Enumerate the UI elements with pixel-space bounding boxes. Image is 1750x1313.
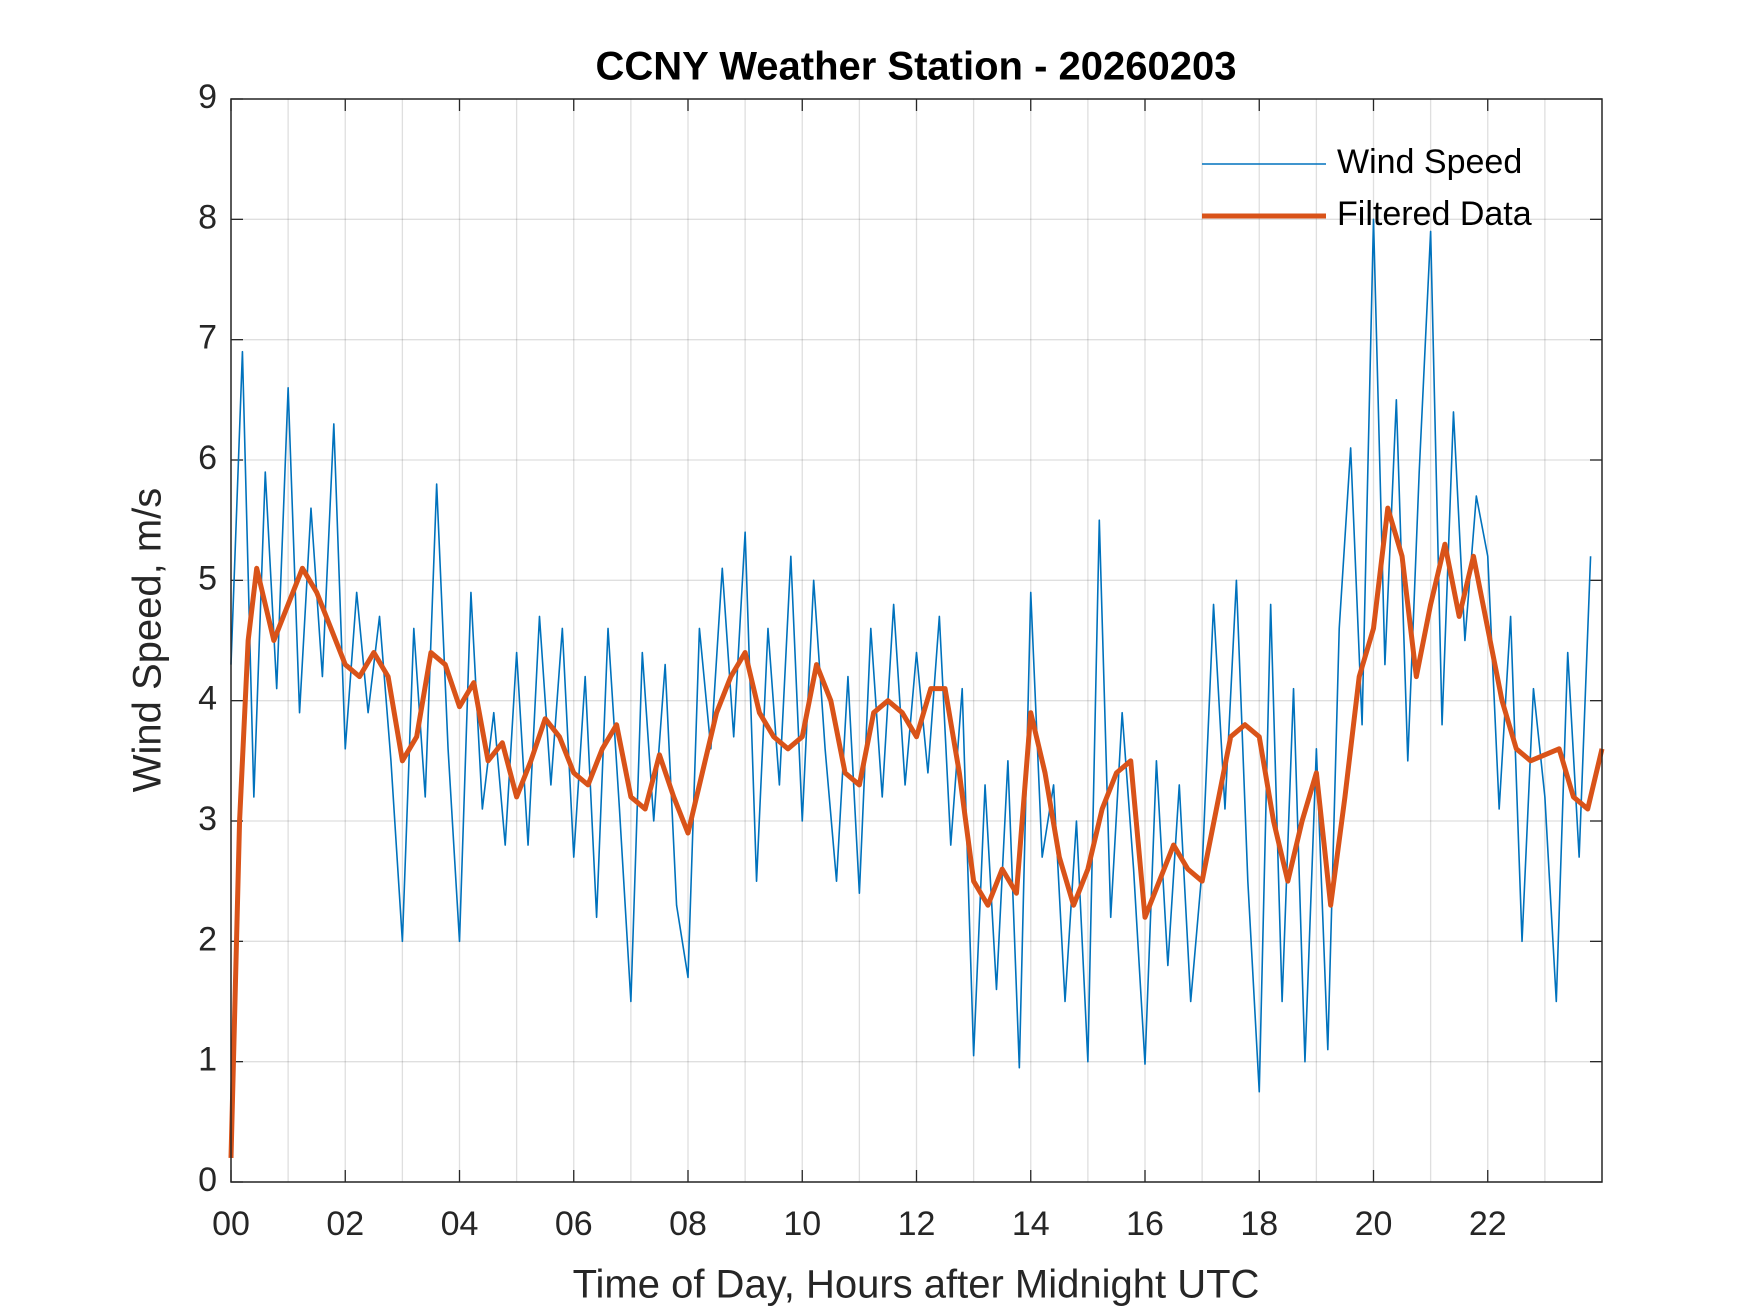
x-tick-label: 14 (1012, 1205, 1050, 1243)
data-line (228, 505, 1605, 1158)
x-tick-label: 20 (1355, 1205, 1393, 1243)
y-tick-label: 6 (198, 439, 217, 477)
x-tick-label: 10 (783, 1205, 821, 1243)
y-tick-label: 7 (198, 319, 217, 357)
axes-box (230, 98, 1603, 1183)
y-tick-label: 5 (198, 559, 217, 597)
y-tick-label: 3 (198, 800, 217, 838)
x-tick-label: 02 (326, 1205, 364, 1243)
x-tick-label: 22 (1469, 1205, 1507, 1243)
x-tick-label: 16 (1126, 1205, 1164, 1243)
y-tick-label: 8 (198, 198, 217, 236)
y-tick-label: 1 (198, 1041, 217, 1079)
x-tick-label: 00 (212, 1205, 250, 1243)
y-tick-label: 0 (198, 1161, 217, 1199)
y-tick-label: 9 (198, 78, 217, 116)
x-tick-label: 08 (669, 1205, 707, 1243)
legend-label: Filtered Data (1337, 195, 1532, 233)
x-tick-label: 12 (898, 1205, 936, 1243)
y-axis-label: Wind Speed, m/s (126, 488, 170, 793)
chart-title: CCNY Weather Station - 20260203 (596, 45, 1237, 89)
y-tick-label: 2 (198, 920, 217, 958)
x-tick-label: 06 (555, 1205, 593, 1243)
data-line (230, 218, 1592, 1093)
x-axis-label: Time of Day, Hours after Midnight UTC (573, 1263, 1260, 1307)
x-tick-label: 18 (1240, 1205, 1278, 1243)
x-tick-label: 04 (441, 1205, 479, 1243)
y-tick-label: 4 (198, 680, 217, 718)
legend-label: Wind Speed (1337, 143, 1522, 181)
plot-area (231, 99, 1602, 1182)
